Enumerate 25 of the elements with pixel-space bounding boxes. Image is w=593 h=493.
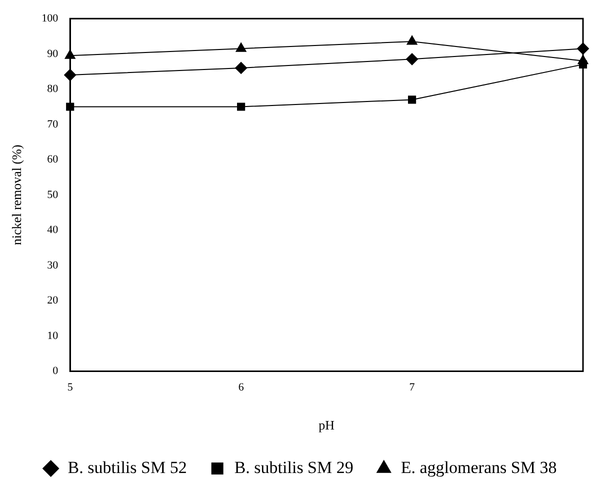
y-tick-label: 90 — [47, 48, 59, 60]
legend-label: E. agglomerans SM 38 — [400, 458, 557, 477]
x-tick-label: 6 — [238, 382, 244, 394]
x-tick-label: 5 — [67, 382, 74, 394]
point — [408, 96, 416, 104]
y-tick-label: 60 — [47, 154, 59, 166]
point — [236, 42, 246, 52]
point — [406, 36, 418, 45]
y-axis-title: nickel removal (%) — [9, 144, 24, 246]
x-axis-title: pH — [318, 418, 334, 433]
point — [237, 102, 246, 111]
y-tick-label: 0 — [52, 365, 59, 378]
y-tick-label: 100 — [42, 12, 59, 24]
point — [235, 62, 248, 74]
y-tick-label: 10 — [47, 330, 59, 342]
y-tick-label: 30 — [47, 259, 59, 272]
legend-label: B. subtilis SM 29 — [234, 458, 354, 477]
point — [406, 53, 418, 66]
y-tick-label: 20 — [47, 294, 59, 307]
legend-label: B. subtilis SM 52 — [68, 458, 187, 477]
y-tick-label: 80 — [47, 83, 59, 96]
x-tick-label: 7 — [409, 382, 416, 394]
y-tick-label: 40 — [47, 224, 59, 236]
y-tick-label: 70 — [47, 118, 59, 130]
y-tick-label: 50 — [47, 188, 59, 201]
